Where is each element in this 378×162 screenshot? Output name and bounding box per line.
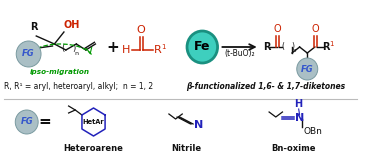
Text: O: O — [137, 25, 146, 35]
Text: R: R — [322, 42, 330, 52]
Text: Nitrile: Nitrile — [171, 144, 201, 153]
Text: R: R — [263, 42, 271, 52]
Text: (: ( — [62, 45, 65, 53]
Text: FG: FG — [22, 50, 35, 58]
Text: R: R — [153, 45, 161, 55]
Text: +: + — [106, 40, 119, 54]
Text: O: O — [273, 24, 281, 34]
Circle shape — [16, 41, 41, 67]
Text: n: n — [293, 48, 296, 53]
Text: H: H — [294, 99, 303, 109]
Text: OBn: OBn — [304, 127, 322, 136]
Text: n: n — [74, 51, 78, 56]
Text: ipso-migration: ipso-migration — [30, 69, 90, 75]
Text: OH: OH — [64, 20, 80, 30]
Circle shape — [15, 110, 38, 134]
Text: (t-BuO)₂: (t-BuO)₂ — [224, 49, 255, 58]
Text: R: R — [29, 22, 37, 32]
Text: 1: 1 — [329, 41, 334, 47]
Text: β-functionalized 1,6- & 1,7-diketones: β-functionalized 1,6- & 1,7-diketones — [186, 82, 345, 91]
Text: ): ) — [291, 41, 294, 51]
Text: H: H — [121, 45, 130, 55]
Text: O: O — [311, 24, 319, 34]
Text: R, R¹ = aryl, heteroaryl, alkyl;  n = 1, 2: R, R¹ = aryl, heteroaryl, alkyl; n = 1, … — [4, 82, 153, 91]
Text: ): ) — [73, 45, 76, 53]
Text: Bn-oxime: Bn-oxime — [272, 144, 316, 153]
Circle shape — [187, 31, 218, 63]
Text: 1: 1 — [161, 44, 166, 50]
Text: HetAr: HetAr — [83, 119, 104, 125]
Text: Fe: Fe — [194, 40, 211, 53]
Circle shape — [297, 58, 318, 80]
Text: FG: FG — [20, 117, 33, 127]
Text: N: N — [194, 120, 203, 130]
Text: Heteroarene: Heteroarene — [64, 144, 124, 153]
Text: =: = — [39, 115, 51, 129]
Text: FG: FG — [301, 64, 314, 74]
Text: N: N — [295, 113, 304, 123]
Text: (: ( — [281, 41, 284, 51]
